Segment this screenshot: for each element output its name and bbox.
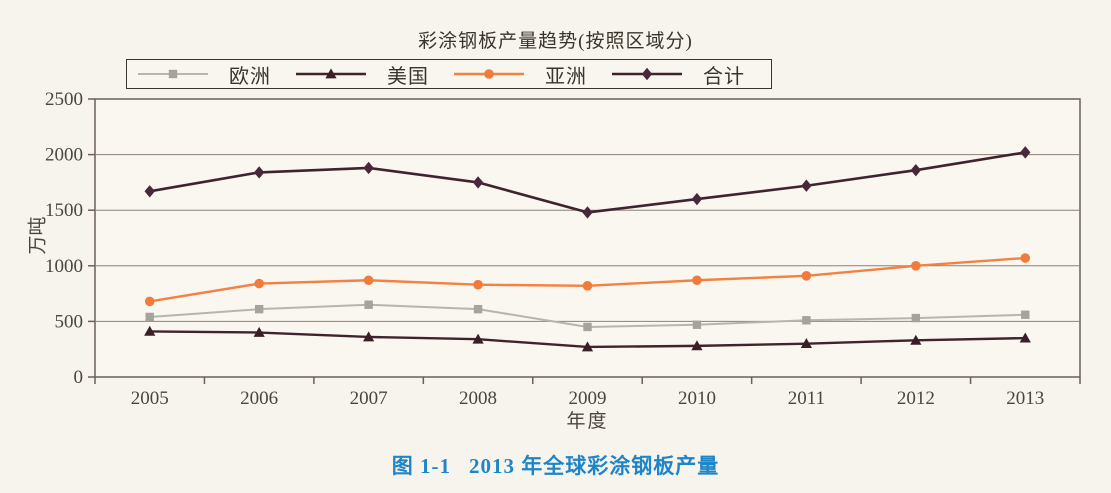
chart-legend: 欧洲 美国 亚洲 合计 (126, 59, 772, 89)
svg-text:2500: 2500 (45, 89, 83, 110)
svg-text:2011: 2011 (788, 388, 825, 409)
figure-number: 图 1-1 (391, 454, 451, 478)
svg-text:2000: 2000 (45, 145, 83, 166)
svg-text:2010: 2010 (678, 388, 716, 409)
europe-line-sample-icon (138, 69, 208, 79)
svg-text:2013: 2013 (1006, 388, 1044, 409)
x-axis-title: 年度 (566, 411, 609, 432)
svg-text:2005: 2005 (131, 388, 169, 409)
legend-item-europe: 欧洲 (137, 60, 271, 89)
y-axis-title: 万吨 (27, 216, 49, 255)
svg-text:1500: 1500 (45, 200, 83, 221)
figure-caption: 图 1-1 2013 年全球彩涂钢板产量 (0, 450, 1111, 480)
svg-text:2006: 2006 (240, 388, 278, 409)
figure-caption-text: 2013 年全球彩涂钢板产量 (469, 454, 720, 478)
legend-label-total: 合计 (703, 65, 745, 88)
legend-item-asia: 亚洲 (453, 60, 587, 89)
asia-line-sample-icon (454, 69, 524, 79)
legend-label-usa: 美国 (387, 65, 429, 88)
svg-text:2012: 2012 (897, 388, 935, 409)
svg-text:2008: 2008 (459, 388, 497, 409)
usa-line-sample-icon (296, 68, 366, 79)
svg-text:2007: 2007 (350, 388, 388, 409)
svg-text:500: 500 (55, 311, 84, 332)
legend-item-total: 合计 (611, 60, 745, 89)
total-line-sample-icon (612, 67, 682, 81)
line-chart-plot-area: 0 500 1000 1500 2000 2500 2005 2006 2007 2008 2009… (45, 89, 1081, 409)
svg-text:0: 0 (74, 367, 84, 388)
svg-text:1000: 1000 (45, 256, 83, 277)
legend-label-asia: 亚洲 (545, 65, 587, 88)
svg-text:2009: 2009 (569, 388, 607, 409)
chart-title: 彩涂钢板产量趋势(按照区域分) (418, 31, 693, 52)
legend-item-usa: 美国 (295, 60, 429, 89)
legend-label-europe: 欧洲 (229, 65, 271, 88)
